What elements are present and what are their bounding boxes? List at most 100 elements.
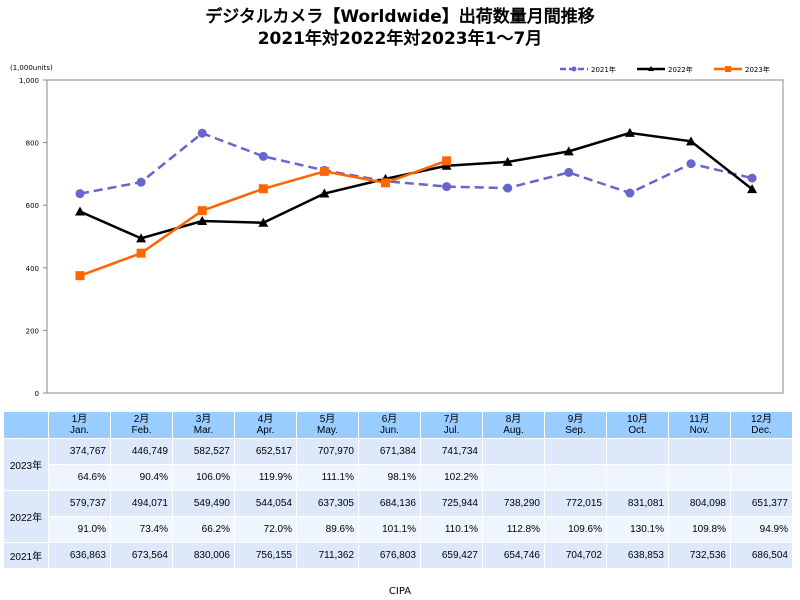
table-cell: 66.2%	[173, 517, 234, 542]
month-jp: 5月	[319, 414, 336, 425]
data-point	[624, 127, 635, 137]
data-point	[564, 167, 574, 177]
month-en: Sep.	[565, 425, 586, 436]
table-cell: 704,702	[545, 543, 606, 568]
data-point	[136, 177, 146, 187]
month-en: Jan.	[70, 425, 89, 436]
month-header: 3月 Mar.	[173, 412, 234, 438]
month-en: Nov.	[689, 425, 710, 436]
table-cell: 738,290	[483, 491, 544, 516]
table-row: 2022年 579,737 494,071 549,490 544,054 637,305…	[4, 491, 792, 542]
table-corner	[4, 412, 48, 438]
table-cell: 110.1%	[421, 517, 482, 542]
table-cell: 446,749	[111, 439, 172, 464]
year-label: 2022年	[4, 491, 48, 542]
table-cell	[483, 439, 544, 464]
table-row: 64.6% 90.4% 106.0% 119.9% 111.1% 98.1% 102.2%	[4, 465, 792, 490]
table-cell: 109.6%	[545, 517, 606, 542]
table-cell: 106.0%	[173, 465, 234, 490]
y-axis-label: (1,000units)	[10, 64, 53, 72]
table-cell: 72.0%	[235, 517, 296, 542]
table-cell: 676,803	[359, 543, 420, 568]
legend-marker	[725, 66, 731, 72]
data-point	[503, 183, 513, 193]
table-row: 2023年 374,767 446,749 582,527 652,517 707,970…	[4, 439, 792, 490]
month-header: 4月 Apr.	[235, 412, 296, 438]
month-header: 6月 Jun.	[359, 412, 420, 438]
data-point	[563, 146, 574, 156]
table-cell: 638,853	[607, 543, 668, 568]
table-cell: 98.1%	[359, 465, 420, 490]
y-tick-label: 600	[26, 202, 39, 210]
table-header-row: 1月 Jan. 2月 Feb. 3月 Mar. 4月 Apr. 5月 May. 6月 Jun. 7月 Ju…	[4, 412, 792, 438]
table-cell: 652,517	[235, 439, 296, 464]
month-header: 9月 Sep.	[545, 412, 606, 438]
table-cell: 94.9%	[731, 517, 792, 542]
data-point	[75, 206, 85, 216]
month-en: Aug.	[503, 425, 524, 436]
table-cell: 725,944	[421, 491, 482, 516]
table-cell: 673,564	[111, 543, 172, 568]
data-point	[625, 188, 635, 198]
table-row: 91.0% 73.4% 66.2% 72.0% 89.6% 101.1% 110.1% 112…	[4, 517, 792, 542]
month-header: 5月 May.	[297, 412, 358, 438]
y-tick-label: 200	[26, 327, 39, 335]
data-point	[197, 128, 207, 138]
table-cell: 549,490	[173, 491, 234, 516]
table-cell: 101.1%	[359, 517, 420, 542]
table-cell	[483, 465, 544, 490]
table-cell	[607, 439, 668, 464]
data-point	[319, 166, 329, 176]
table-cell: 711,362	[297, 543, 358, 568]
table-cell	[545, 465, 606, 490]
table-cell: 91.0%	[49, 517, 110, 542]
table-cell: 831,081	[607, 491, 668, 516]
data-point	[75, 271, 85, 281]
data-point	[136, 248, 146, 258]
y-tick-label: 1,000	[19, 77, 39, 85]
month-header: 2月 Feb.	[111, 412, 172, 438]
month-jp: 6月	[381, 414, 398, 425]
month-jp: 8月	[505, 414, 522, 425]
series-line-2021年	[79, 131, 753, 195]
data-point	[747, 173, 757, 183]
table-cell: 659,427	[421, 543, 482, 568]
legend-label: 2023年	[745, 65, 770, 74]
data-point	[442, 182, 452, 192]
table-cell: 707,970	[297, 439, 358, 464]
data-point	[136, 233, 147, 243]
table-cell: 756,155	[235, 543, 296, 568]
table-cell: 741,734	[421, 439, 482, 464]
table-cell: 374,767	[49, 439, 110, 464]
year-label: 2021年	[4, 543, 48, 568]
data-point	[747, 184, 758, 194]
legend-marker	[648, 66, 654, 71]
table-cell: 130.1%	[607, 517, 668, 542]
table-cell: 830,006	[173, 543, 234, 568]
legend-label: 2021年	[591, 65, 616, 74]
month-jp: 3月	[195, 414, 212, 425]
table-cell: 119.9%	[235, 465, 296, 490]
table-cell	[669, 465, 730, 490]
table-cell	[731, 439, 792, 464]
table-row: 2021年 636,863 673,564 830,006 756,155 711,362…	[4, 543, 792, 568]
month-en: May.	[317, 425, 338, 436]
month-header: 11月 Nov.	[669, 412, 730, 438]
table-cell: 732,536	[669, 543, 730, 568]
month-jp: 11月	[689, 414, 710, 425]
table-cell: 671,384	[359, 439, 420, 464]
table-cell: 637,305	[297, 491, 358, 516]
data-point	[319, 188, 330, 198]
data-point	[258, 184, 268, 194]
table-cell: 73.4%	[111, 517, 172, 542]
month-jp: 7月	[443, 414, 460, 425]
data-point	[502, 156, 513, 166]
data-point	[258, 217, 269, 227]
table-cell: 544,054	[235, 491, 296, 516]
chart-subtitle: 2021年対2022年対2023年1〜7月	[257, 29, 543, 49]
table-cell: 109.8%	[669, 517, 730, 542]
month-en: Feb.	[131, 425, 152, 436]
chart-title: デジタルカメラ【Worldwide】出荷数量月間推移	[205, 7, 595, 27]
data-point	[258, 151, 268, 161]
table-cell: 579,737	[49, 491, 110, 516]
